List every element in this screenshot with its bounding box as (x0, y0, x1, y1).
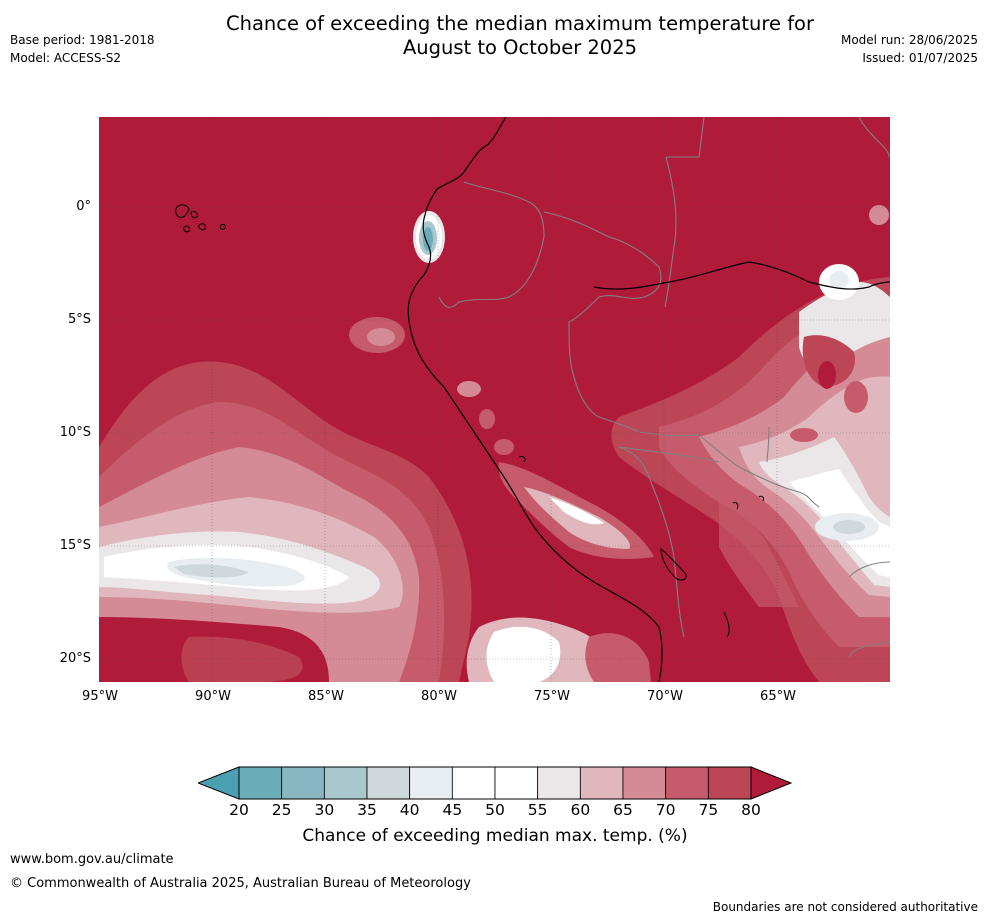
lon-label-85w: 85°W (308, 689, 344, 704)
run-info: Model run: 28/06/2025 Issued: 01/07/2025 (841, 31, 978, 67)
colorbar-cell (366, 766, 411, 800)
lat-label-20s: 20°S (59, 651, 91, 666)
colorbar-tick-label: 50 (485, 801, 505, 819)
lon-label-90w: 90°W (195, 689, 231, 704)
colorbar-tick-label: 40 (399, 801, 420, 819)
colorbar-tick-label: 55 (527, 801, 548, 819)
lon-label-70w: 70°W (647, 689, 683, 704)
title-line-1: Chance of exceeding the median maximum t… (225, 12, 815, 35)
lat-label-15s: 15°S (59, 538, 91, 553)
lon-label-65w: 65°W (760, 689, 796, 704)
graticule (99, 117, 890, 682)
colorbar-tick-label: 25 (271, 801, 292, 819)
colorbar-cell (494, 766, 539, 800)
lat-label-10s: 10°S (59, 425, 91, 440)
lon-label-75w: 75°W (534, 689, 570, 704)
colorbar-cell (579, 766, 624, 800)
model-name: Model: ACCESS-S2 (10, 51, 122, 65)
colorbar-tick-label: 30 (314, 801, 335, 819)
chart-title: Chance of exceeding the median maximum t… (180, 12, 860, 60)
website-link[interactable]: www.bom.gov.au/climate (10, 852, 174, 867)
colorbar-outline (238, 766, 752, 800)
coastline (407, 117, 890, 682)
colorbar-cell (409, 766, 453, 800)
colorbar-tick-label: 65 (613, 801, 633, 819)
colorbar-tick-label: 75 (698, 801, 719, 819)
colorbar-tick-label: 20 (229, 801, 249, 819)
lat-label-5s: 5°S (67, 312, 91, 327)
title-line-2: August to October 2025 (402, 36, 638, 59)
colorbar-cells (238, 766, 752, 800)
colorbar-tick-label: 35 (357, 801, 377, 819)
copyright-notice: © Commonwealth of Australia 2025, Austra… (10, 876, 471, 891)
colorbar-low-extend (198, 766, 240, 800)
titicaca-lake (518, 456, 764, 638)
colorbar-tick-label: 60 (570, 801, 591, 819)
forecast-map (99, 117, 890, 682)
issued-date: Issued: 01/07/2025 (862, 51, 978, 65)
ocean-anomaly-southwest (99, 361, 472, 682)
lat-label-0: 0° (76, 199, 91, 214)
colorbar-tick-label: 80 (741, 801, 761, 819)
country-borders (438, 117, 890, 658)
inland-anomaly-east (611, 264, 890, 682)
colorbar-tick-label: 45 (442, 801, 463, 819)
colorbar (198, 766, 792, 800)
boundary-disclaimer: Boundaries are not considered authoritat… (712, 900, 978, 914)
low-probability-spot (413, 211, 445, 263)
colorbar-cell (622, 766, 667, 800)
colorbar-cell (451, 766, 496, 800)
colorbar-cell (707, 766, 752, 800)
galapagos-islands (175, 204, 226, 233)
colorbar-high-extend (750, 766, 792, 800)
colorbar-cell (323, 766, 368, 800)
model-run-date: Model run: 28/06/2025 (840, 33, 978, 47)
colorbar-label: Chance of exceeding median max. temp. (%… (302, 826, 688, 846)
model-info: Base period: 1981-2018 Model: ACCESS-S2 (10, 31, 155, 67)
colorbar-cell (537, 766, 581, 800)
coastal-anomaly-south (466, 462, 654, 682)
lon-label-95w: 95°W (82, 689, 118, 704)
colorbar-cell (665, 766, 709, 800)
lon-label-80w: 80°W (421, 689, 457, 704)
colorbar-cell (238, 766, 283, 800)
colorbar-cell (281, 766, 325, 800)
ocean-anomaly-patches (349, 205, 889, 455)
base-period: Base period: 1981-2018 (10, 33, 155, 47)
colorbar-tick-label: 70 (655, 801, 676, 819)
